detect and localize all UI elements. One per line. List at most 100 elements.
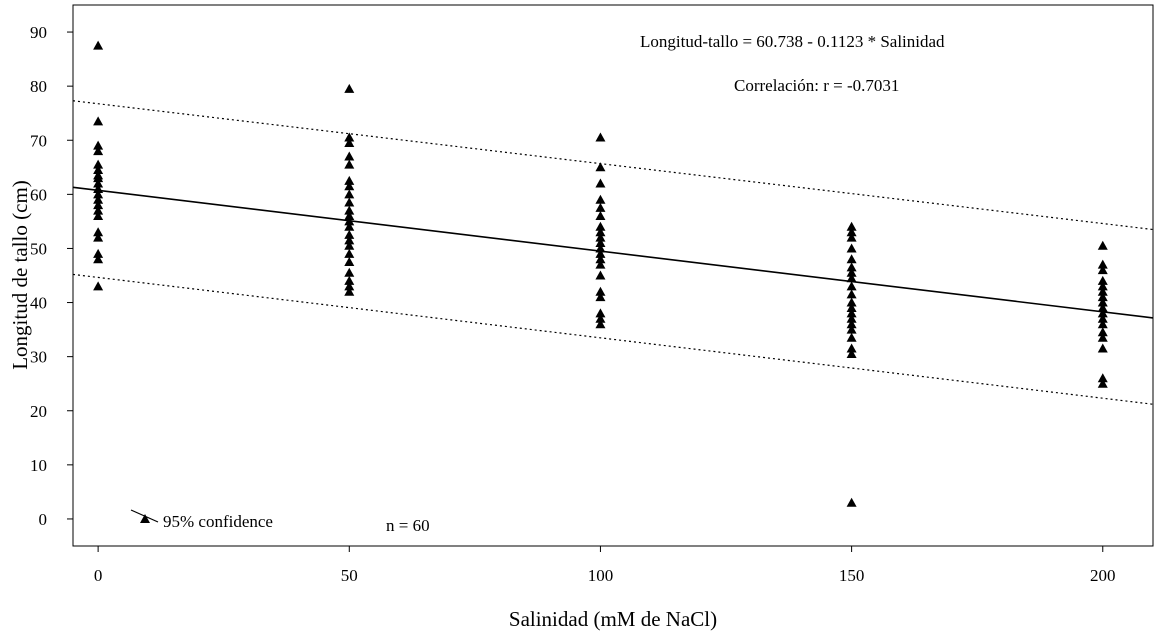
data-point: [93, 165, 104, 175]
data-point: [344, 240, 355, 250]
data-point: [595, 259, 606, 269]
data-point: [1097, 281, 1108, 291]
data-point: [1097, 319, 1108, 329]
confidence-band-lower: [72, 273, 1154, 405]
data-point: [344, 175, 355, 185]
data-point: [1097, 327, 1108, 337]
data-point: [846, 324, 857, 334]
x-tick-label: 0: [94, 566, 103, 585]
data-point: [93, 178, 104, 188]
data-point: [595, 202, 606, 212]
data-point: [846, 343, 857, 353]
y-tick-label: 90: [30, 23, 47, 42]
data-point: [1097, 286, 1108, 296]
data-point: [1097, 313, 1108, 323]
data-point: [595, 210, 606, 220]
data-point: [344, 256, 355, 266]
correlation-label: Correlación: r = -0.7031: [734, 76, 899, 95]
data-point: [344, 216, 355, 226]
data-points: [93, 40, 1108, 507]
data-point: [344, 159, 355, 169]
data-point: [595, 319, 606, 329]
data-point: [595, 248, 606, 258]
data-point: [846, 497, 857, 507]
data-point: [93, 200, 104, 210]
y-tick-label: 50: [30, 239, 47, 258]
data-point: [846, 227, 857, 237]
data-point: [846, 302, 857, 312]
y-tick-label: 0: [39, 510, 48, 529]
regression-line-group: [72, 186, 1154, 319]
data-point: [595, 313, 606, 323]
data-point: [846, 313, 857, 323]
data-point: [93, 116, 104, 126]
data-point: [846, 243, 857, 253]
data-point: [846, 267, 857, 277]
data-point: [93, 248, 104, 258]
y-tick-label: 30: [30, 348, 47, 367]
data-point: [1097, 259, 1108, 269]
legend-triangle-icon: [140, 514, 150, 523]
legend-label: 95% confidence: [163, 512, 273, 531]
data-point: [595, 194, 606, 204]
data-point: [595, 162, 606, 172]
x-axis-ticks: 0 50 100 150 200: [94, 546, 1116, 585]
data-point: [595, 221, 606, 231]
legend: 95% confidence: [130, 509, 273, 531]
data-point: [344, 181, 355, 191]
data-point: [595, 132, 606, 142]
data-point: [93, 159, 104, 169]
data-point: [846, 281, 857, 291]
data-point: [1097, 240, 1108, 250]
data-point: [846, 297, 857, 307]
data-point: [1097, 297, 1108, 307]
data-point: [1097, 265, 1108, 275]
regression-line: [72, 186, 1154, 319]
data-point: [93, 232, 104, 242]
data-point: [344, 286, 355, 296]
y-tick-label: 20: [30, 402, 47, 421]
data-point: [846, 232, 857, 242]
y-axis-label: Longitud de tallo (cm): [8, 180, 32, 370]
data-point: [1097, 373, 1108, 383]
data-point: [846, 348, 857, 358]
x-tick-label: 100: [588, 566, 614, 585]
x-tick-label: 200: [1090, 566, 1116, 585]
data-point: [344, 235, 355, 245]
data-point: [1097, 308, 1108, 318]
y-tick-label: 70: [30, 131, 47, 150]
data-point: [93, 210, 104, 220]
plot-frame: [72, 4, 1154, 547]
data-point: [344, 151, 355, 161]
data-point: [846, 273, 857, 283]
data-point: [93, 254, 104, 264]
data-point: [344, 221, 355, 231]
data-point: [344, 248, 355, 258]
data-point: [595, 178, 606, 188]
data-point: [595, 292, 606, 302]
x-tick-label: 150: [839, 566, 865, 585]
data-point: [344, 267, 355, 277]
data-point: [344, 83, 355, 93]
data-point: [1097, 302, 1108, 312]
data-point: [1097, 343, 1108, 353]
data-point: [93, 173, 104, 183]
data-point: [595, 227, 606, 237]
data-point: [595, 254, 606, 264]
data-point: [93, 281, 104, 291]
data-point: [93, 189, 104, 199]
confidence-bands: [72, 100, 1154, 405]
data-point: [93, 146, 104, 156]
data-point: [595, 286, 606, 296]
data-point: [344, 275, 355, 285]
data-point: [846, 332, 857, 342]
x-axis-label: Salinidad (mM de NaCl): [509, 607, 717, 631]
data-point: [595, 270, 606, 280]
data-point: [344, 137, 355, 147]
data-point: [93, 194, 104, 204]
data-point: [344, 197, 355, 207]
data-point: [1097, 275, 1108, 285]
data-point: [344, 132, 355, 142]
data-point: [93, 183, 104, 193]
